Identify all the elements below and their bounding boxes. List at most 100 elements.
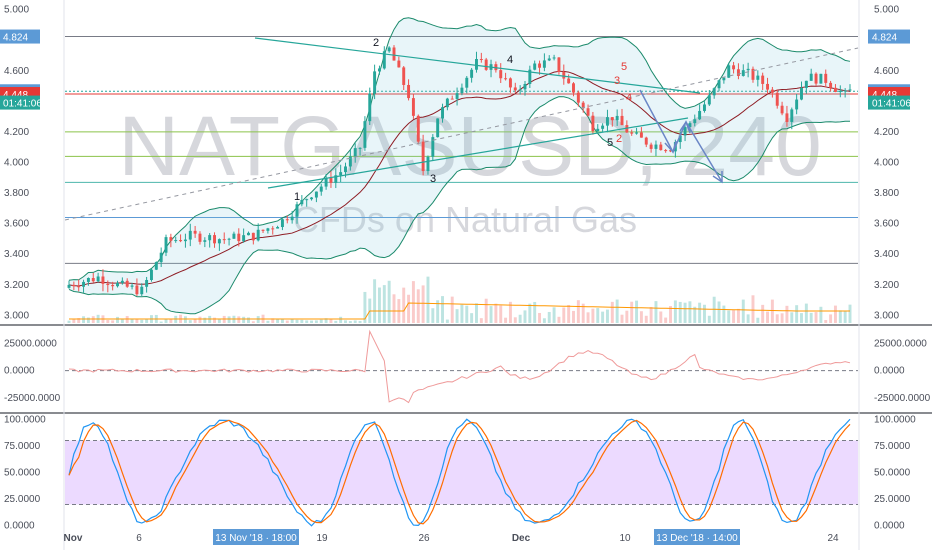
y-tick-label-left: 4.000 — [4, 158, 29, 169]
candle — [285, 215, 289, 224]
volume-bar — [436, 300, 440, 323]
candle — [271, 226, 275, 235]
volume-bar — [169, 319, 173, 323]
volume-bar — [528, 303, 532, 323]
volume-bar — [547, 311, 551, 323]
upper-trendline — [254, 37, 701, 94]
volume-bar — [251, 321, 255, 323]
candle-body — [819, 73, 823, 84]
candle-body — [169, 237, 173, 241]
candle-body — [814, 73, 818, 84]
candle — [363, 116, 367, 151]
x-axis-highlight-text: 13 Nov '18 · 18:00 — [215, 533, 297, 544]
candle-body — [436, 118, 440, 138]
volume-bar — [67, 320, 71, 323]
volume-bar — [596, 308, 600, 323]
volume-bar — [145, 319, 149, 323]
candle-body — [305, 199, 309, 201]
candle-body — [605, 117, 609, 126]
volume-bar — [300, 319, 304, 323]
candle — [499, 63, 503, 83]
candle-body — [504, 78, 508, 80]
candle — [552, 54, 556, 61]
volume-bar — [683, 302, 687, 323]
candle — [339, 164, 343, 183]
candle — [392, 45, 396, 61]
candle-body — [683, 127, 687, 136]
candle-body — [770, 89, 774, 93]
volume-bar — [659, 311, 663, 323]
candle — [348, 149, 352, 171]
candle — [111, 281, 115, 291]
volume-bar — [538, 312, 542, 323]
volume-bar — [242, 316, 246, 323]
volume-bar — [804, 303, 808, 323]
volume-bar — [513, 317, 517, 323]
volume-bar — [319, 319, 323, 323]
candle — [373, 64, 377, 100]
price-tag-text: 4.824 — [872, 33, 897, 44]
volume-bar — [795, 305, 799, 323]
candle-body — [106, 283, 110, 286]
candle-body — [280, 219, 284, 228]
candle — [125, 278, 129, 288]
candle — [368, 87, 372, 125]
candle — [523, 80, 527, 96]
candle-body — [358, 147, 362, 149]
candle-body — [707, 95, 711, 105]
x-axis-tick-label: Nov — [64, 533, 83, 544]
candle-body — [72, 284, 76, 287]
price-tag-right: 4.824 — [868, 29, 910, 44]
volume-bar — [135, 318, 139, 323]
volume-average-line — [69, 302, 850, 320]
candle-body — [586, 108, 590, 116]
y-tick-label-right: 3.600 — [874, 219, 899, 230]
x-axis-highlight-label: 13 Nov '18 · 18:00 — [213, 529, 299, 545]
volume-bar — [712, 296, 716, 323]
candle — [188, 223, 192, 247]
candle-body — [557, 57, 561, 72]
volume-bar — [450, 296, 454, 323]
candle-body — [848, 89, 852, 91]
candle-body — [382, 51, 386, 69]
volume-bar — [494, 303, 498, 323]
candle — [280, 218, 284, 231]
candle — [421, 134, 425, 176]
candle — [217, 238, 221, 251]
volume-bar — [237, 316, 241, 323]
candle-body — [203, 240, 207, 242]
candle-body — [227, 238, 231, 240]
candle-body — [193, 230, 197, 234]
candle-body — [538, 63, 542, 68]
volume-bar — [790, 312, 794, 323]
wave-label: 3 — [614, 75, 620, 87]
candle-body — [484, 59, 488, 70]
volume-bar — [377, 287, 381, 323]
candle-body — [669, 150, 672, 152]
candle-body — [261, 229, 265, 231]
candle — [193, 225, 197, 238]
candle — [741, 64, 745, 77]
volume-bar — [581, 303, 585, 323]
candle-body — [353, 148, 357, 157]
volume-bar — [770, 299, 774, 323]
volume-bar — [329, 319, 333, 323]
candle — [795, 94, 799, 115]
volume-bar — [591, 308, 595, 323]
candle — [82, 279, 86, 293]
volume-bar — [86, 317, 90, 323]
price-tag-text: 4.824 — [3, 33, 28, 44]
candle — [334, 168, 338, 189]
volume-bar — [465, 305, 469, 323]
candle-body — [431, 137, 435, 157]
stochastic-tick-right: 0.0000 — [874, 521, 905, 532]
candle — [256, 223, 260, 242]
wave-label: 4 — [507, 54, 513, 66]
candle-body — [344, 166, 347, 173]
candle-body — [397, 60, 401, 68]
x-axis-tick-label: 19 — [316, 533, 328, 544]
candle — [174, 236, 178, 243]
volume-bar — [125, 316, 129, 323]
candle-body — [712, 88, 716, 96]
volume-bar — [421, 285, 425, 323]
